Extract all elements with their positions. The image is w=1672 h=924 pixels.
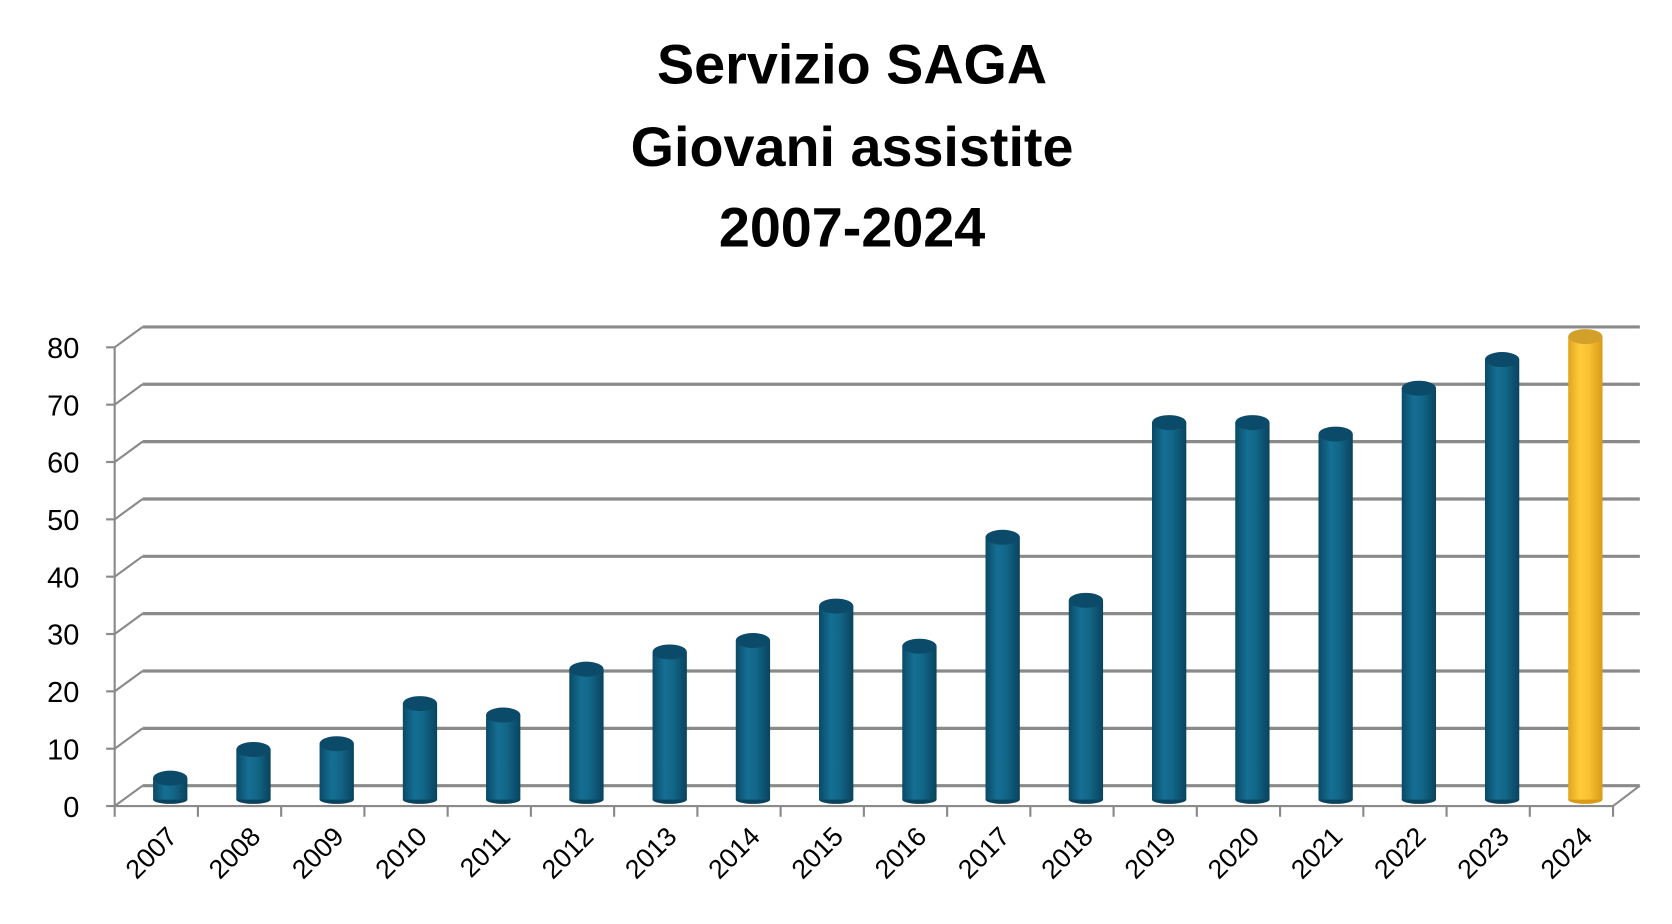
x-tick-label: 2023 — [1452, 821, 1515, 884]
y-tick-label: 30 — [47, 620, 79, 652]
bar-body — [1318, 434, 1353, 800]
bar-2008 — [236, 741, 271, 804]
y-tick-label: 0 — [63, 792, 79, 824]
x-tick-label: 2017 — [952, 821, 1015, 884]
bar-cap — [1568, 329, 1603, 345]
x-tick-label: 2015 — [786, 821, 849, 884]
bar-2015 — [819, 598, 854, 804]
gridline-depth — [114, 326, 144, 349]
bar-2018 — [1068, 592, 1104, 804]
bar-2016 — [902, 638, 937, 804]
bar-2010 — [402, 696, 438, 804]
bar-2017 — [985, 529, 1020, 804]
bar-cap — [486, 707, 521, 723]
y-tick-label: 10 — [47, 734, 79, 766]
gridline-depth — [114, 670, 144, 693]
bar-2014 — [735, 633, 771, 804]
y-tick-label: 70 — [47, 390, 79, 422]
floor-edge — [1612, 784, 1641, 807]
bar-body — [569, 669, 604, 800]
bar-cap — [652, 644, 687, 660]
bar-cap — [985, 529, 1020, 545]
bar-2011 — [486, 707, 521, 804]
gridline-depth — [114, 555, 144, 578]
bar-body — [735, 640, 771, 800]
bars — [153, 329, 1603, 804]
x-tick-label: 2014 — [702, 821, 765, 884]
bar-body — [652, 651, 687, 800]
bar-body — [819, 606, 854, 800]
bar-2020 — [1235, 415, 1270, 804]
bar-body — [1401, 388, 1437, 800]
bar-body — [902, 646, 937, 800]
gridlines — [114, 325, 1640, 807]
x-tick-label: 2007 — [120, 821, 183, 884]
bar-body — [319, 743, 354, 800]
bar-cap — [819, 598, 854, 614]
bar-cap — [1484, 352, 1520, 368]
x-tick-label: 2012 — [536, 821, 599, 884]
title-line-1: Servizio SAGA — [657, 34, 1047, 96]
gridline-depth — [114, 784, 144, 807]
bar-cap — [735, 633, 771, 649]
bar-body — [1235, 422, 1270, 800]
y-axis: 0 10 20 30 40 50 60 70 80 — [47, 333, 116, 824]
title-line-3: 2007-2024 — [719, 197, 985, 259]
bar-2007 — [153, 770, 188, 804]
gridline-depth — [114, 440, 144, 463]
bar-2012 — [569, 661, 604, 804]
y-tick-label: 20 — [47, 677, 79, 709]
gridline-depth — [114, 612, 144, 635]
bar-2023 — [1484, 352, 1520, 804]
bar-body — [985, 537, 1020, 800]
bar-cap — [1068, 592, 1104, 608]
y-tick-label: 60 — [47, 448, 79, 480]
bar-cap — [1318, 426, 1353, 442]
bar-cap — [402, 696, 438, 712]
x-tick-label: 2020 — [1202, 821, 1265, 884]
x-tick-label: 2021 — [1285, 821, 1348, 884]
y-tick-label: 50 — [47, 505, 79, 537]
chart-title: Servizio SAGA Giovani assistite 2007-202… — [631, 34, 1074, 259]
x-tick-label: 2024 — [1535, 821, 1598, 884]
bar-body — [1484, 359, 1520, 800]
bar-body — [1568, 336, 1603, 800]
gridline-depth — [114, 383, 144, 406]
y-tick-label: 40 — [47, 562, 79, 594]
bar-2009 — [319, 736, 354, 804]
bar-cap — [1401, 380, 1437, 396]
x-tick-label: 2009 — [286, 821, 349, 884]
bar-2019 — [1152, 415, 1187, 804]
x-tick-label: 2022 — [1368, 821, 1431, 884]
bar-2024 — [1568, 329, 1603, 804]
bar-cap — [319, 736, 354, 752]
bar-body — [236, 749, 271, 800]
bar-cap — [236, 741, 271, 757]
y-tick-label: 80 — [47, 333, 79, 365]
bar-2021 — [1318, 426, 1353, 804]
x-tick-label: 2013 — [619, 821, 682, 884]
x-tick-label: 2018 — [1035, 821, 1098, 884]
x-tick-label: 2019 — [1119, 821, 1182, 884]
bar-body — [486, 715, 521, 800]
bar-2013 — [652, 644, 687, 804]
bar-cap — [1235, 415, 1270, 431]
bar-cap — [569, 661, 604, 677]
gridline-depth — [114, 727, 144, 750]
bar-2022 — [1401, 380, 1437, 804]
bar-body — [1152, 422, 1187, 800]
gridline-depth — [114, 498, 144, 521]
title-line-2: Giovani assistite — [631, 116, 1074, 178]
bar-cap — [153, 770, 188, 786]
x-tick-label: 2011 — [454, 821, 516, 883]
x-tick-label: 2016 — [869, 821, 932, 884]
x-tick-label: 2010 — [369, 821, 432, 884]
bar-body — [402, 703, 438, 800]
bar-body — [1068, 600, 1104, 800]
bar-cap — [902, 638, 937, 654]
bar-cap — [1152, 415, 1187, 431]
x-tick-label: 2008 — [203, 821, 266, 884]
